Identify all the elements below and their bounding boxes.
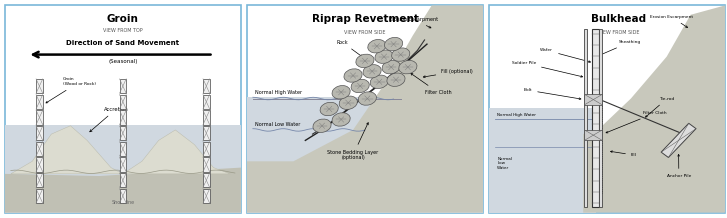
Bar: [119, 95, 126, 109]
Bar: [36, 110, 43, 125]
Text: Shoreline: Shoreline: [111, 200, 134, 205]
Bar: [119, 126, 126, 140]
Text: VIEW FROM TOP: VIEW FROM TOP: [103, 28, 142, 33]
Bar: [119, 79, 126, 93]
Bar: [592, 29, 599, 207]
Text: VIEW FROM SIDE: VIEW FROM SIDE: [344, 30, 386, 35]
Text: (Seasonal): (Seasonal): [108, 60, 137, 64]
Bar: [119, 173, 126, 187]
Text: Fill: Fill: [611, 151, 637, 157]
Bar: [203, 173, 209, 187]
Text: Filter Cloth: Filter Cloth: [606, 111, 667, 133]
Polygon shape: [5, 168, 241, 213]
Polygon shape: [11, 126, 123, 174]
Text: Bulkhead: Bulkhead: [591, 14, 646, 24]
Bar: [203, 110, 209, 125]
Bar: [203, 189, 209, 203]
Bar: [247, 97, 483, 213]
Text: Tie-rod: Tie-rod: [646, 97, 675, 117]
Text: Fill (optional): Fill (optional): [423, 69, 473, 78]
Ellipse shape: [368, 39, 386, 53]
Bar: [203, 126, 209, 140]
Ellipse shape: [344, 69, 362, 82]
Text: Groin
(Wood or Rock): Groin (Wood or Rock): [46, 77, 96, 103]
Bar: [5, 125, 241, 213]
Ellipse shape: [363, 65, 381, 78]
Text: Stone Bedding Layer
(optional): Stone Bedding Layer (optional): [327, 123, 379, 160]
Text: Bolt: Bolt: [523, 88, 581, 100]
Bar: [36, 189, 43, 203]
Ellipse shape: [370, 75, 388, 89]
Bar: [585, 130, 602, 140]
Ellipse shape: [332, 113, 350, 126]
Text: Direction of Sand Movement: Direction of Sand Movement: [66, 40, 180, 46]
Text: Normal
Low
Water: Normal Low Water: [497, 157, 513, 170]
Bar: [119, 157, 126, 172]
Ellipse shape: [358, 92, 377, 105]
Text: Sheathing: Sheathing: [600, 40, 641, 55]
Text: Normal High Water: Normal High Water: [497, 113, 537, 117]
Text: Rock: Rock: [337, 39, 362, 57]
Bar: [119, 189, 126, 203]
Bar: [36, 157, 43, 172]
Bar: [36, 126, 43, 140]
Bar: [203, 79, 209, 93]
Text: Soldier Pile: Soldier Pile: [512, 61, 582, 77]
Bar: [119, 110, 126, 125]
Bar: [489, 108, 596, 213]
Ellipse shape: [387, 73, 405, 86]
Ellipse shape: [313, 119, 331, 133]
Text: Riprap Revetment: Riprap Revetment: [311, 14, 419, 24]
Text: Erosion Escarpment: Erosion Escarpment: [389, 17, 438, 28]
Text: Groin: Groin: [107, 14, 139, 24]
Ellipse shape: [340, 96, 358, 109]
Text: Wafer: Wafer: [540, 48, 590, 62]
Text: Erosion Escarpment: Erosion Escarpment: [650, 15, 693, 27]
Bar: [36, 142, 43, 156]
Polygon shape: [661, 123, 696, 158]
Ellipse shape: [320, 102, 338, 116]
Text: Accretion: Accretion: [89, 107, 129, 132]
Ellipse shape: [332, 85, 350, 99]
Ellipse shape: [399, 60, 417, 74]
Bar: [203, 157, 209, 172]
Ellipse shape: [382, 60, 401, 74]
Ellipse shape: [375, 50, 393, 63]
Ellipse shape: [351, 79, 369, 93]
Text: Normal Low Water: Normal Low Water: [255, 122, 301, 127]
Polygon shape: [583, 5, 725, 213]
Bar: [36, 79, 43, 93]
Ellipse shape: [356, 54, 374, 68]
Bar: [600, 29, 602, 207]
Bar: [36, 95, 43, 109]
Bar: [203, 142, 209, 156]
Bar: [585, 29, 587, 207]
Bar: [36, 173, 43, 187]
Text: VIEW FROM SIDE: VIEW FROM SIDE: [598, 30, 640, 35]
Bar: [119, 142, 126, 156]
Polygon shape: [247, 5, 483, 213]
Bar: [203, 95, 209, 109]
Ellipse shape: [392, 48, 410, 61]
Polygon shape: [123, 130, 230, 174]
Text: Anchor Pile: Anchor Pile: [667, 154, 691, 178]
Text: Normal High Water: Normal High Water: [255, 90, 302, 95]
Bar: [585, 94, 602, 105]
Text: Filter Cloth: Filter Cloth: [411, 73, 451, 95]
Ellipse shape: [385, 37, 403, 51]
